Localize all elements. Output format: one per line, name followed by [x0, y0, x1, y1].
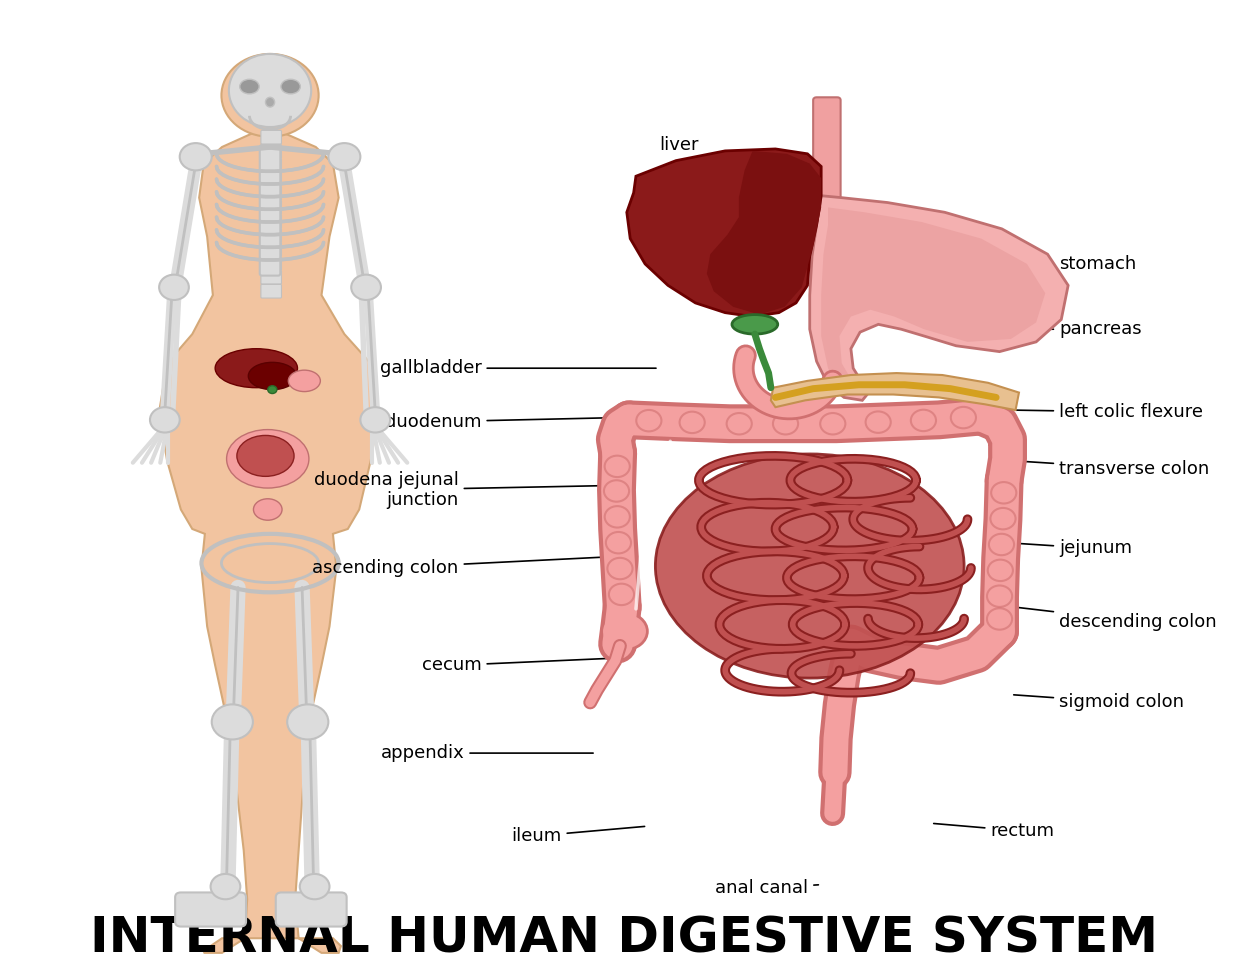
Text: rectum: rectum	[934, 822, 1054, 840]
Polygon shape	[707, 151, 821, 315]
Ellipse shape	[226, 429, 309, 488]
Circle shape	[212, 705, 252, 740]
Text: ileum: ileum	[511, 826, 644, 845]
Text: duodena jejunal
junction: duodena jejunal junction	[313, 470, 627, 510]
Polygon shape	[821, 208, 1045, 393]
FancyBboxPatch shape	[175, 893, 246, 926]
Text: jejunum: jejunum	[993, 539, 1132, 558]
Ellipse shape	[249, 363, 296, 390]
Text: stomach: stomach	[1015, 255, 1137, 272]
Circle shape	[328, 143, 361, 171]
Ellipse shape	[602, 612, 647, 650]
Text: liver: liver	[659, 136, 737, 206]
Text: cecum: cecum	[422, 657, 624, 674]
Text: anal canal: anal canal	[716, 879, 818, 898]
Ellipse shape	[732, 315, 778, 334]
FancyBboxPatch shape	[261, 242, 281, 256]
Text: transverse colon: transverse colon	[1015, 460, 1209, 477]
Ellipse shape	[266, 97, 275, 107]
Text: appendix: appendix	[381, 744, 593, 762]
Text: sigmoid colon: sigmoid colon	[1014, 694, 1184, 711]
Text: ascending colon: ascending colon	[312, 557, 618, 577]
Circle shape	[361, 407, 390, 432]
Circle shape	[300, 874, 330, 900]
Ellipse shape	[289, 370, 320, 392]
FancyBboxPatch shape	[261, 201, 281, 214]
Ellipse shape	[240, 79, 260, 94]
FancyBboxPatch shape	[260, 145, 280, 275]
Ellipse shape	[215, 349, 297, 388]
Polygon shape	[159, 129, 378, 953]
Ellipse shape	[254, 499, 282, 520]
Ellipse shape	[656, 454, 964, 678]
FancyBboxPatch shape	[813, 97, 841, 201]
Text: duodenum: duodenum	[385, 413, 644, 431]
Ellipse shape	[281, 79, 300, 94]
Text: gallbladder: gallbladder	[380, 360, 656, 377]
Text: INTERNAL HUMAN DIGESTIVE SYSTEM: INTERNAL HUMAN DIGESTIVE SYSTEM	[90, 914, 1159, 962]
FancyBboxPatch shape	[261, 257, 281, 270]
Text: pancreas: pancreas	[1002, 320, 1142, 338]
Polygon shape	[627, 149, 821, 317]
FancyBboxPatch shape	[261, 130, 281, 144]
Polygon shape	[771, 373, 1019, 410]
FancyBboxPatch shape	[261, 284, 281, 298]
Ellipse shape	[237, 435, 294, 476]
FancyBboxPatch shape	[261, 159, 281, 172]
Polygon shape	[809, 196, 1068, 401]
Ellipse shape	[221, 54, 318, 137]
Circle shape	[351, 274, 381, 300]
FancyBboxPatch shape	[261, 172, 281, 186]
Ellipse shape	[267, 386, 277, 394]
Circle shape	[180, 143, 212, 171]
FancyBboxPatch shape	[261, 144, 281, 158]
FancyBboxPatch shape	[261, 270, 281, 284]
Circle shape	[159, 274, 189, 300]
Circle shape	[150, 407, 180, 432]
Circle shape	[211, 874, 240, 900]
FancyBboxPatch shape	[261, 215, 281, 228]
FancyBboxPatch shape	[276, 893, 347, 926]
Circle shape	[287, 705, 328, 740]
FancyBboxPatch shape	[261, 186, 281, 200]
FancyBboxPatch shape	[261, 228, 281, 242]
Text: descending colon: descending colon	[1015, 608, 1217, 630]
Ellipse shape	[229, 54, 311, 127]
Text: left colic flexure: left colic flexure	[1015, 403, 1203, 421]
